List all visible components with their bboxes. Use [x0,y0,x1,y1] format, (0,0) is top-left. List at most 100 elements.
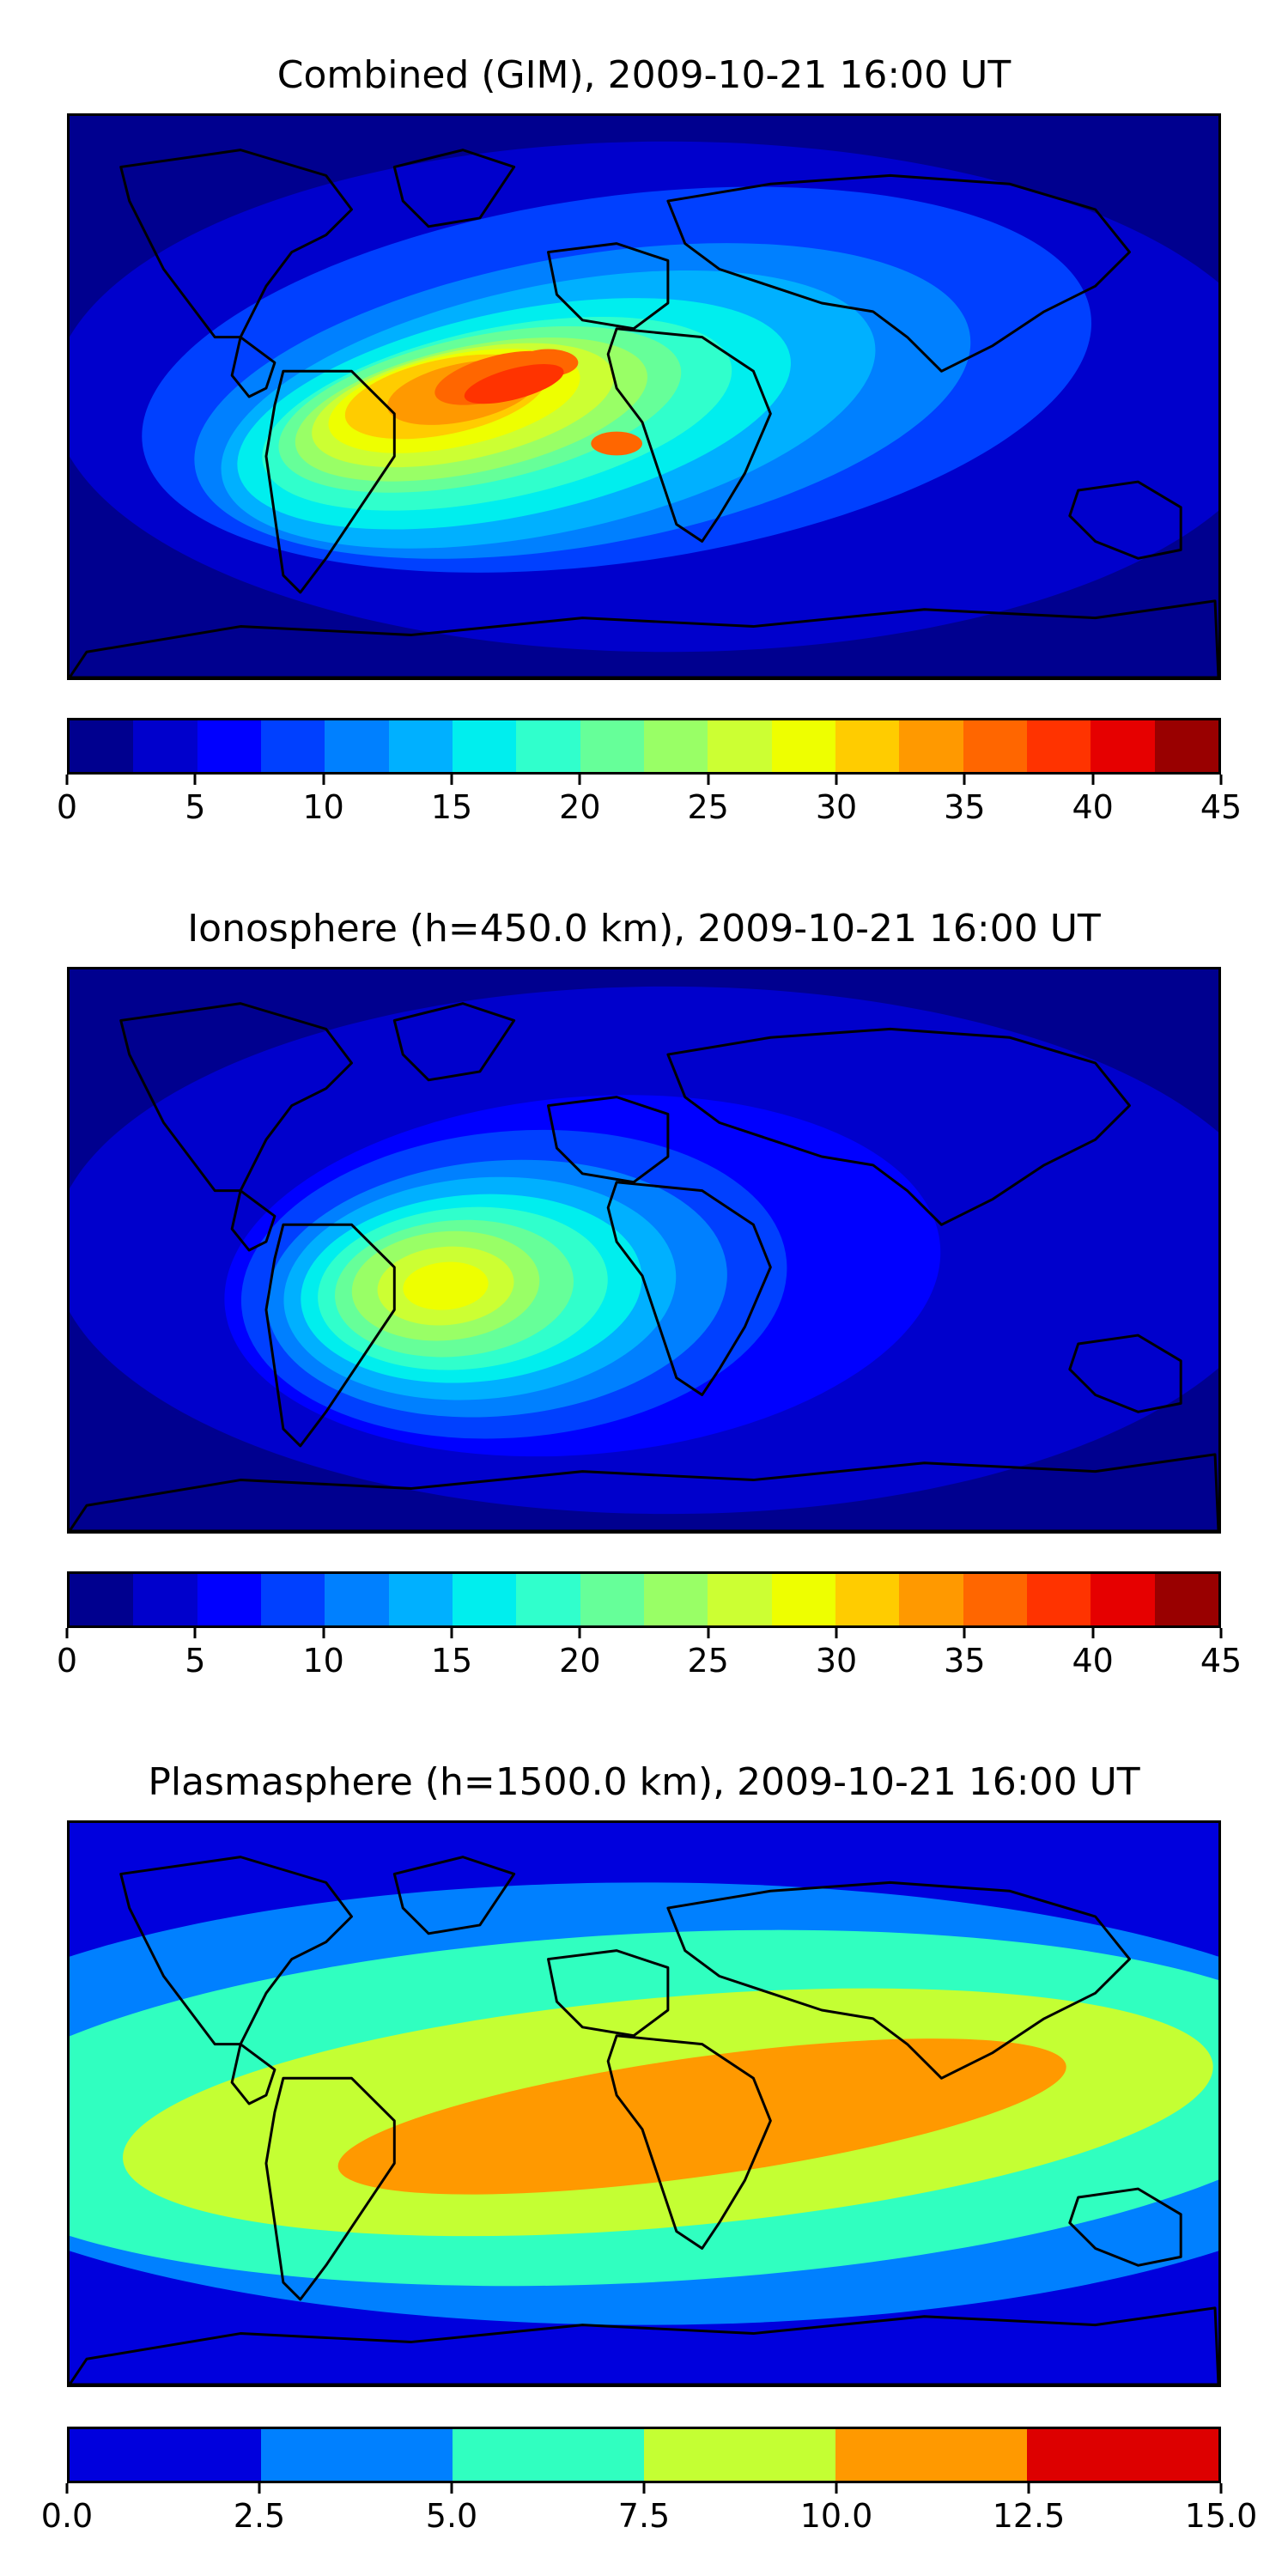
colorbar-segment [70,720,134,772]
coastline-2 [264,1223,396,1448]
combined-tec-map [70,116,1218,677]
panel-1-title: Combined (GIM), 2009-10-21 16:00 UT [276,53,1012,97]
colorbar-segment [260,720,325,772]
panel-2-colorbar-ticks: 0 5 10 15 20 25 30 35 40 45 [57,1628,1242,1680]
contour-band-14 [591,431,643,456]
colorbar-tick [1091,1628,1095,1638]
colorbar-tick-label: 35 [944,788,986,826]
colorbar-tick-label: 0.0 [40,2497,94,2535]
colorbar-segment [197,1574,261,1625]
coastline-7 [1068,2187,1182,2267]
coastline-4 [547,1949,670,2038]
colorbar-tick [193,1628,197,1638]
colorbar-tick [1091,775,1095,785]
coastline-1 [230,336,276,398]
coastline-group [70,1856,1218,2385]
colorbar-tick-label: 40 [1072,1642,1114,1680]
colorbar-segment [133,720,197,772]
colorbar-tick [963,1628,966,1638]
colorbar-segment [1027,2429,1218,2481]
colorbar-tick-label: 15 [430,788,473,826]
panel-3-map [67,1820,1221,2387]
colorbar-segment [325,720,389,772]
colorbar-segment [453,2429,644,2481]
colorbar-tick [707,775,710,785]
panel-3-title: Plasmasphere (h=1500.0 km), 2009-10-21 1… [148,1760,1140,1804]
colorbar-tick-label: 5 [185,788,206,826]
colorbar-tick-label: 0 [56,788,78,826]
colorbar-tick [1219,775,1223,785]
contour-band-3 [337,2038,1066,2195]
colorbar-tick-label: 10.0 [799,2497,873,2535]
coastline-group [70,1002,1218,1531]
colorbar-tick-label: 20 [559,788,601,826]
colorbar-tick [65,775,69,785]
colorbar-tick [1219,1628,1223,1638]
panel-1-colorbar [67,718,1221,775]
colorbar-segment [580,720,644,772]
colorbar-segment [1026,1574,1091,1625]
coastline-5 [606,2034,772,2250]
colorbar-tick-label: 35 [944,1642,986,1680]
colorbar-tick-label: 5 [185,1642,206,1680]
colorbar-segment [1091,1574,1155,1625]
colorbar-tick [578,775,581,785]
contour-band-10 [403,1261,489,1310]
colorbar-segment [133,1574,197,1625]
colorbar-segment [899,1574,963,1625]
colorbar-segment [963,1574,1027,1625]
coastline-3 [392,149,516,228]
colorbar-tick-label: 30 [815,788,858,826]
colorbar-tick-label: 10 [302,788,344,826]
colorbar-tick [642,2483,646,2494]
colorbar-segment [835,720,900,772]
coastline-0 [119,149,354,339]
colorbar-segment [1091,720,1155,772]
colorbar-tick-label: 7.5 [617,2497,671,2535]
colorbar-segment [516,720,580,772]
colorbar-tick [835,1628,838,1638]
panel-1-colorbar-ticks: 0 5 10 15 20 25 30 35 40 45 [57,775,1242,826]
coastline-0 [119,1856,354,2046]
colorbar-tick [450,1628,453,1638]
colorbar-tick [65,2483,69,2494]
colorbar-tick [322,775,325,785]
colorbar-tick [1219,2483,1223,2494]
colorbar-segment [452,720,517,772]
colorbar-tick-label: 15 [430,1642,473,1680]
colorbar-segment [1026,720,1091,772]
colorbar-tick-label: 10 [302,1642,344,1680]
colorbar-tick-label: 5.0 [425,2497,478,2535]
colorbar-tick-label: 12.5 [992,2497,1066,2535]
contour-fill-group [70,986,1218,1515]
panel-2-title: Ionosphere (h=450.0 km), 2009-10-21 16:0… [187,907,1101,951]
plasmasphere-tec-map [70,1823,1218,2385]
coastline-1 [230,2043,276,2105]
coastline-8 [70,599,1218,677]
colorbar-tick [322,1628,325,1638]
colorbar-tick [1027,2483,1030,2494]
coastline-4 [547,1096,670,1184]
colorbar-tick-label: 25 [687,1642,729,1680]
panel-1-map [67,113,1221,680]
colorbar-tick-label: 15.0 [1184,2497,1258,2535]
colorbar-segment [325,1574,389,1625]
colorbar-tick [835,775,838,785]
colorbar-segment [708,720,772,772]
colorbar-segment [708,1574,772,1625]
coastline-group [70,149,1218,677]
coastline-3 [392,1856,516,1935]
colorbar-tick [193,775,197,785]
coastline-4 [547,242,670,331]
coastline-6 [666,173,1131,373]
coastline-2 [264,369,396,594]
coastline-3 [392,1002,516,1082]
colorbar-tick [65,1628,69,1638]
colorbar-segment [835,1574,900,1625]
colorbar-segment [388,720,453,772]
ionosphere-tec-map [70,969,1218,1531]
colorbar-tick-label: 30 [815,1642,858,1680]
colorbar-tick [835,2483,838,2494]
coastline-7 [1068,1334,1182,1413]
colorbar-tick-label: 25 [687,788,729,826]
